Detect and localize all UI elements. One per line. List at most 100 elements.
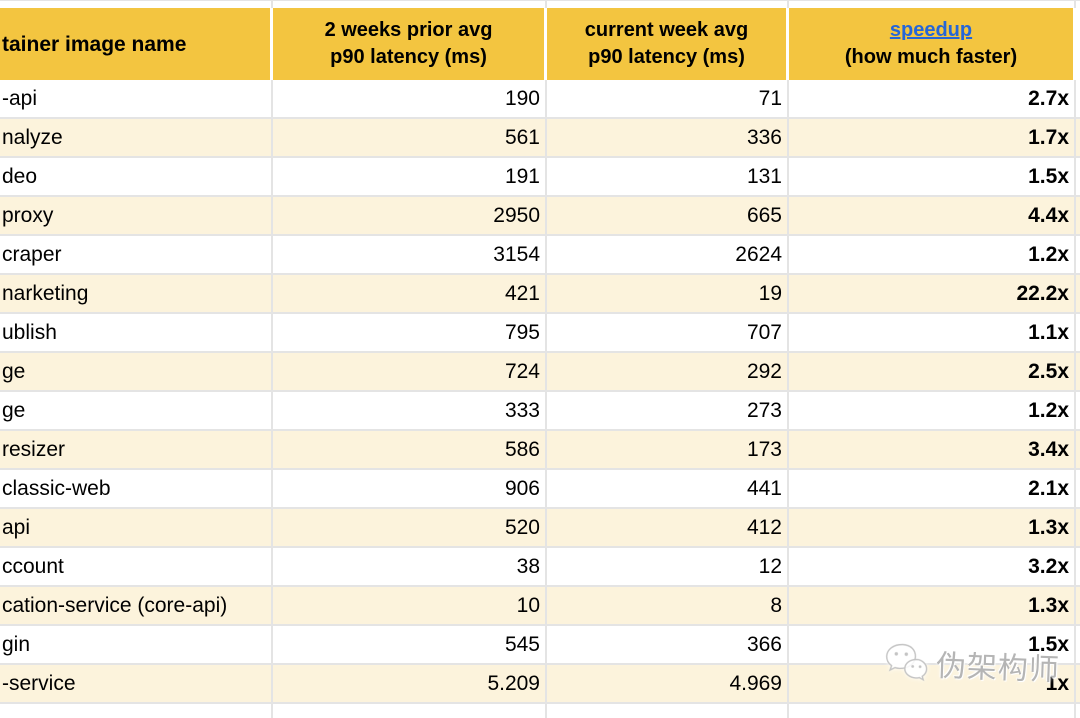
speedup-value: 1.3x bbox=[1028, 593, 1069, 617]
cell-speedup[interactable]: 2.7x bbox=[789, 80, 1076, 119]
image-name-text: cation-service (core-api) bbox=[2, 593, 228, 617]
prior-latency-value: 191 bbox=[504, 164, 540, 188]
cell-prior-latency[interactable]: 724 bbox=[273, 353, 547, 392]
cell-prior-latency[interactable]: 795 bbox=[273, 314, 547, 353]
current-latency-value: 665 bbox=[746, 203, 782, 227]
cell-speedup[interactable]: 1.2x bbox=[789, 236, 1076, 275]
cell-current-latency[interactable]: 173 bbox=[547, 431, 789, 470]
cell-image-name[interactable]: proxy bbox=[0, 197, 273, 236]
cell-current-latency[interactable]: 665 bbox=[547, 197, 789, 236]
partial-row-top bbox=[0, 0, 1080, 8]
cell-speedup[interactable]: 1.5x bbox=[789, 158, 1076, 197]
cell-speedup[interactable]: 1.3x bbox=[789, 509, 1076, 548]
cell-image-name[interactable]: resizer bbox=[0, 431, 273, 470]
cell-current-latency[interactable]: 4.969 bbox=[547, 665, 789, 704]
header-spacer bbox=[1076, 8, 1080, 80]
table-row: craper 3154 2624 1.2x bbox=[0, 236, 1080, 275]
cell-prior-latency[interactable]: 10 bbox=[273, 587, 547, 626]
table-row: classic-web 906 441 2.1x bbox=[0, 470, 1080, 509]
current-latency-value: 71 bbox=[758, 86, 782, 110]
cell-image-name[interactable]: deo bbox=[0, 158, 273, 197]
cell-prior-latency[interactable]: 191 bbox=[273, 158, 547, 197]
cell-current-latency[interactable]: 273 bbox=[547, 392, 789, 431]
cell-prior-latency[interactable]: 906 bbox=[273, 470, 547, 509]
cell-image-name[interactable]: ge bbox=[0, 353, 273, 392]
current-latency-value: 292 bbox=[746, 359, 782, 383]
header-speedup[interactable]: speedup (how much faster) bbox=[789, 8, 1076, 80]
header-current-latency[interactable]: current week avg p90 latency (ms) bbox=[547, 8, 789, 80]
cell-image-name[interactable]: api bbox=[0, 509, 273, 548]
cell-speedup[interactable]: 1.7x bbox=[789, 119, 1076, 158]
speedup-value: 1.2x bbox=[1028, 398, 1069, 422]
cell-prior-latency[interactable]: 545 bbox=[273, 626, 547, 665]
cell-image-name[interactable]: ge bbox=[0, 392, 273, 431]
cell-current-latency[interactable]: 441 bbox=[547, 470, 789, 509]
cell-current-latency[interactable]: 336 bbox=[547, 119, 789, 158]
cell-current-latency[interactable]: 2624 bbox=[547, 236, 789, 275]
cell-speedup[interactable]: 4.4x bbox=[789, 197, 1076, 236]
cell-prior-latency[interactable]: 5.209 bbox=[273, 665, 547, 704]
cell-speedup[interactable]: 3.4x bbox=[789, 431, 1076, 470]
header-image-name[interactable]: tainer image name bbox=[0, 8, 273, 80]
table-row: ublish 795 707 1.1x bbox=[0, 314, 1080, 353]
cell-image-name[interactable]: -service bbox=[0, 665, 273, 704]
partial-cell bbox=[273, 704, 547, 718]
prior-latency-value: 586 bbox=[504, 437, 540, 461]
current-latency-value: 707 bbox=[746, 320, 782, 344]
image-name-text: -api bbox=[2, 86, 38, 110]
speedup-value: 1.3x bbox=[1028, 515, 1069, 539]
cell-image-name[interactable]: cation-service (core-api) bbox=[0, 587, 273, 626]
cell-prior-latency[interactable]: 520 bbox=[273, 509, 547, 548]
cell-prior-latency[interactable]: 586 bbox=[273, 431, 547, 470]
header-current-line2: p90 latency (ms) bbox=[588, 46, 745, 68]
current-latency-value: 4.969 bbox=[729, 671, 782, 695]
table-row: ccount 38 12 3.2x bbox=[0, 548, 1080, 587]
speedup-value: 1.2x bbox=[1028, 242, 1069, 266]
cell-speedup[interactable]: 22.2x bbox=[789, 275, 1076, 314]
cell-prior-latency[interactable]: 421 bbox=[273, 275, 547, 314]
cell-current-latency[interactable]: 131 bbox=[547, 158, 789, 197]
cell-image-name[interactable]: narketing bbox=[0, 275, 273, 314]
cell-speedup[interactable]: 2.5x bbox=[789, 353, 1076, 392]
current-latency-value: 2624 bbox=[735, 242, 782, 266]
cell-prior-latency[interactable]: 333 bbox=[273, 392, 547, 431]
cell-speedup[interactable]: 1.5x bbox=[789, 626, 1076, 665]
cell-speedup[interactable]: 1x bbox=[789, 665, 1076, 704]
cell-speedup[interactable]: 1.1x bbox=[789, 314, 1076, 353]
cell-image-name[interactable]: nalyze bbox=[0, 119, 273, 158]
cell-image-name[interactable]: ublish bbox=[0, 314, 273, 353]
cell-speedup[interactable]: 1.3x bbox=[789, 587, 1076, 626]
prior-latency-value: 795 bbox=[504, 320, 540, 344]
cell-speedup[interactable]: 3.2x bbox=[789, 548, 1076, 587]
cell-current-latency[interactable]: 707 bbox=[547, 314, 789, 353]
cell-image-name[interactable]: craper bbox=[0, 236, 273, 275]
cell-current-latency[interactable]: 19 bbox=[547, 275, 789, 314]
cell-prior-latency[interactable]: 190 bbox=[273, 80, 547, 119]
partial-row-bottom bbox=[0, 704, 1080, 718]
cell-current-latency[interactable]: 366 bbox=[547, 626, 789, 665]
cell-prior-latency[interactable]: 561 bbox=[273, 119, 547, 158]
prior-latency-value: 3154 bbox=[493, 242, 540, 266]
cell-image-name[interactable]: ccount bbox=[0, 548, 273, 587]
cell-current-latency[interactable]: 12 bbox=[547, 548, 789, 587]
cell-image-name[interactable]: -api bbox=[0, 80, 273, 119]
current-latency-value: 336 bbox=[746, 125, 782, 149]
cell-current-latency[interactable]: 292 bbox=[547, 353, 789, 392]
cell-speedup[interactable]: 2.1x bbox=[789, 470, 1076, 509]
cell-image-name[interactable]: classic-web bbox=[0, 470, 273, 509]
cell-prior-latency[interactable]: 2950 bbox=[273, 197, 547, 236]
table-row: proxy 2950 665 4.4x bbox=[0, 197, 1080, 236]
cell-current-latency[interactable]: 8 bbox=[547, 587, 789, 626]
cell-current-latency[interactable]: 412 bbox=[547, 509, 789, 548]
cell-current-latency[interactable]: 71 bbox=[547, 80, 789, 119]
cell-speedup[interactable]: 1.2x bbox=[789, 392, 1076, 431]
table-row: api 520 412 1.3x bbox=[0, 509, 1080, 548]
table-row: -service 5.209 4.969 1x bbox=[0, 665, 1080, 704]
image-name-text: ge bbox=[2, 398, 26, 422]
speedup-link[interactable]: speedup bbox=[889, 19, 973, 41]
header-prior-latency[interactable]: 2 weeks prior avg p90 latency (ms) bbox=[273, 8, 547, 80]
cell-prior-latency[interactable]: 38 bbox=[273, 548, 547, 587]
table-row: ge 333 273 1.2x bbox=[0, 392, 1080, 431]
cell-image-name[interactable]: gin bbox=[0, 626, 273, 665]
cell-prior-latency[interactable]: 3154 bbox=[273, 236, 547, 275]
